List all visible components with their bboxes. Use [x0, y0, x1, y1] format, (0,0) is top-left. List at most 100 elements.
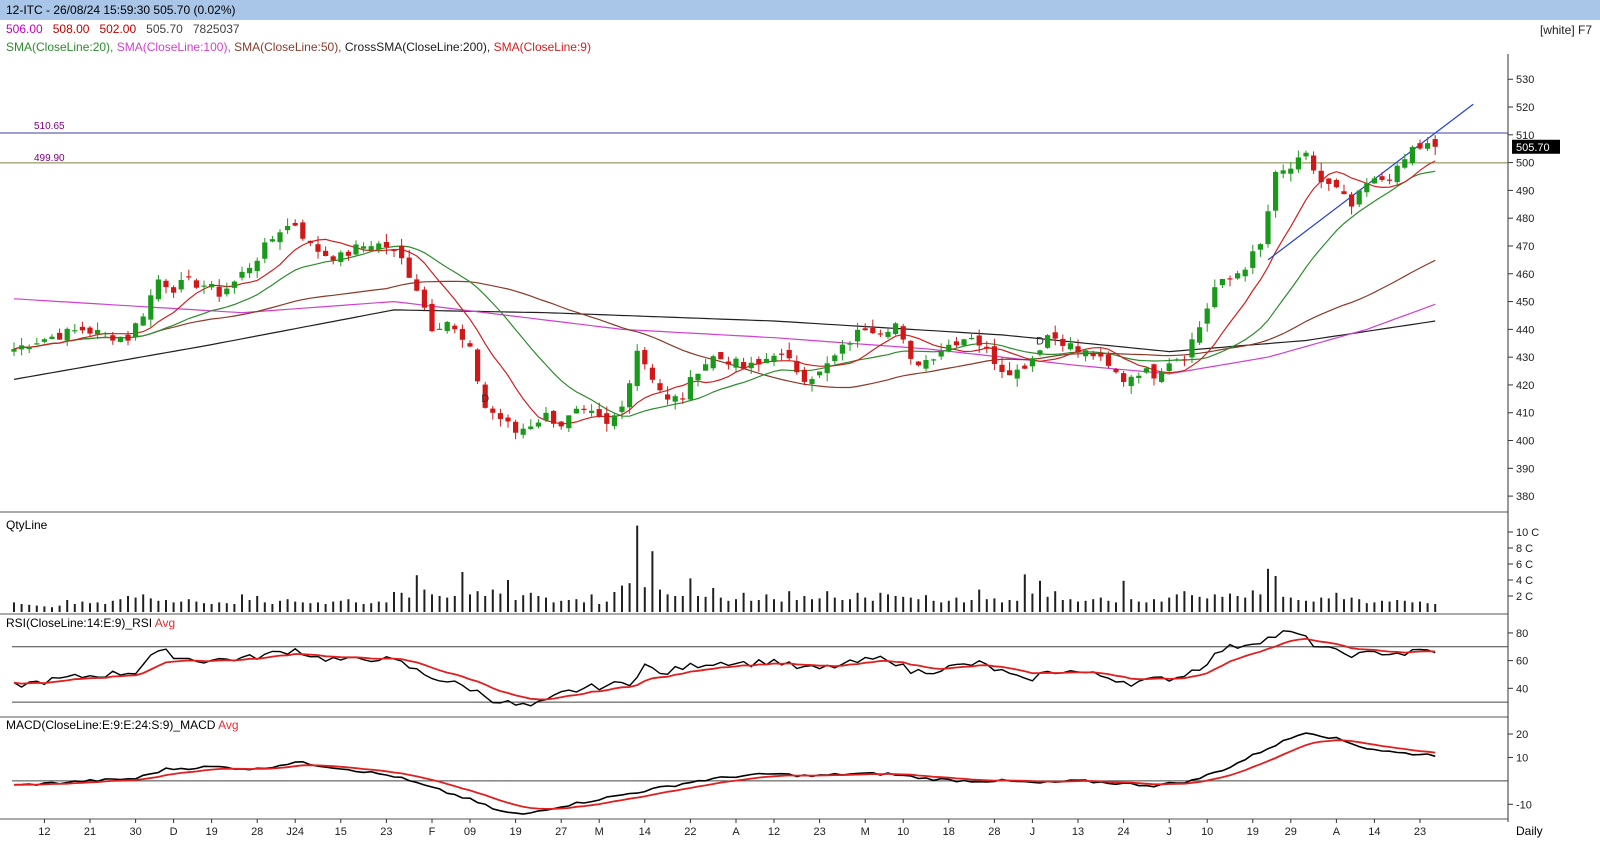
volume-bar [932, 600, 935, 612]
volume-bar [431, 594, 433, 612]
volume-bar [1274, 576, 1277, 612]
volume-bar [286, 599, 289, 612]
date-tick-label: 12 [38, 826, 50, 838]
legend-sma9[interactable]: SMA(CloseLine:9) [493, 40, 591, 54]
volume-bar [1198, 596, 1201, 612]
candle [193, 278, 199, 289]
candle-body [566, 415, 572, 429]
volume-bar [1335, 592, 1338, 612]
candle-body [490, 408, 496, 413]
candle [467, 340, 473, 348]
volume-bar [788, 591, 791, 612]
candle [1273, 170, 1279, 218]
candle-body [931, 359, 937, 361]
theme-tag[interactable]: [white] F7 [1539, 23, 1592, 37]
volume-bar [651, 551, 654, 612]
candle [72, 324, 78, 334]
candle-body [155, 279, 161, 300]
candle-body [269, 239, 275, 242]
candle [946, 339, 952, 353]
dividend-marker: D [1036, 335, 1044, 347]
legend-sma100[interactable]: SMA(CloseLine:100), [116, 40, 231, 54]
candle-body [338, 252, 344, 262]
volume-tick-label: 8 C [1516, 543, 1533, 555]
chart-title: 12-ITC - 26/08/24 15:59:30 505.70 (0.02%… [6, 3, 236, 17]
candle [1128, 374, 1134, 394]
candle-body [1235, 273, 1241, 279]
date-tick-label: 19 [509, 826, 521, 838]
candle-body [186, 276, 192, 278]
candle-body [520, 428, 526, 435]
volume-bar [347, 599, 350, 612]
candle [999, 357, 1005, 379]
candle-body [171, 287, 177, 293]
candle-body [1037, 350, 1043, 355]
candle-body [1105, 354, 1111, 366]
volume-bar [727, 600, 730, 612]
volume-bar [119, 599, 122, 612]
candle [627, 380, 633, 414]
candle-body [1151, 364, 1157, 379]
period-label[interactable]: Daily [1516, 824, 1543, 838]
candle-body [1311, 155, 1317, 171]
date-tick-label: 10 [1201, 826, 1213, 838]
candle [535, 419, 541, 429]
candle-body [482, 384, 488, 408]
candle-body [969, 337, 975, 340]
candle [1379, 172, 1385, 182]
candle [171, 285, 177, 298]
volume-bar [203, 603, 205, 612]
legend-sma200[interactable]: CrossSMA(CloseLine:200), [344, 40, 491, 54]
volume-bar [1039, 580, 1041, 612]
volume-bar [735, 599, 737, 612]
rsi-tick-label: 60 [1516, 656, 1528, 668]
candle [79, 321, 85, 334]
volume-bar [248, 600, 251, 612]
candle [315, 236, 321, 259]
legend-sma20[interactable]: SMA(CloseLine:20), [6, 40, 114, 54]
candle-body [1022, 365, 1028, 369]
candle-body [1333, 180, 1339, 188]
candle [862, 323, 868, 331]
volume-bar [613, 592, 616, 612]
candle [596, 402, 602, 418]
volume-bar [165, 600, 167, 612]
candle-body [1007, 370, 1013, 376]
candle [1166, 358, 1172, 375]
candle [307, 240, 313, 246]
candle-body [11, 348, 17, 352]
dividend-marker: D [481, 393, 489, 405]
volume-bar [309, 603, 312, 612]
price-tick-label: 400 [1516, 436, 1534, 448]
volume-bar [750, 600, 753, 612]
volume-bar [552, 602, 555, 612]
candle-body [391, 249, 397, 252]
volume-bar [666, 594, 669, 612]
volume-bar [1023, 574, 1026, 612]
candle [1143, 366, 1149, 374]
candle [1227, 275, 1233, 287]
candle-body [741, 362, 747, 369]
volume-bar [1168, 597, 1171, 612]
candle-body [1212, 287, 1218, 308]
price-tick-label: 520 [1516, 102, 1534, 114]
volume-bar [742, 592, 745, 612]
candle [1189, 332, 1195, 364]
candle [1349, 191, 1355, 215]
candle-body [307, 240, 313, 243]
price-tick-label: 510 [1516, 130, 1534, 142]
volume-bar [96, 602, 99, 612]
moving-averages [13, 103, 1474, 425]
volume-bar [545, 597, 547, 612]
candle-body [1402, 159, 1408, 168]
legend-sma50[interactable]: SMA(CloseLine:50), [234, 40, 342, 54]
volume-bar [1251, 590, 1254, 612]
date-tick-label: 22 [684, 826, 696, 838]
candle-body [756, 358, 762, 365]
candle-body [672, 396, 678, 402]
candle-body [1280, 170, 1286, 174]
overlay-legend: SMA(CloseLine:20), SMA(CloseLine:100), S… [6, 40, 591, 54]
candle [338, 250, 344, 267]
date-tick-label: 18 [943, 826, 955, 838]
candle [1265, 204, 1271, 248]
